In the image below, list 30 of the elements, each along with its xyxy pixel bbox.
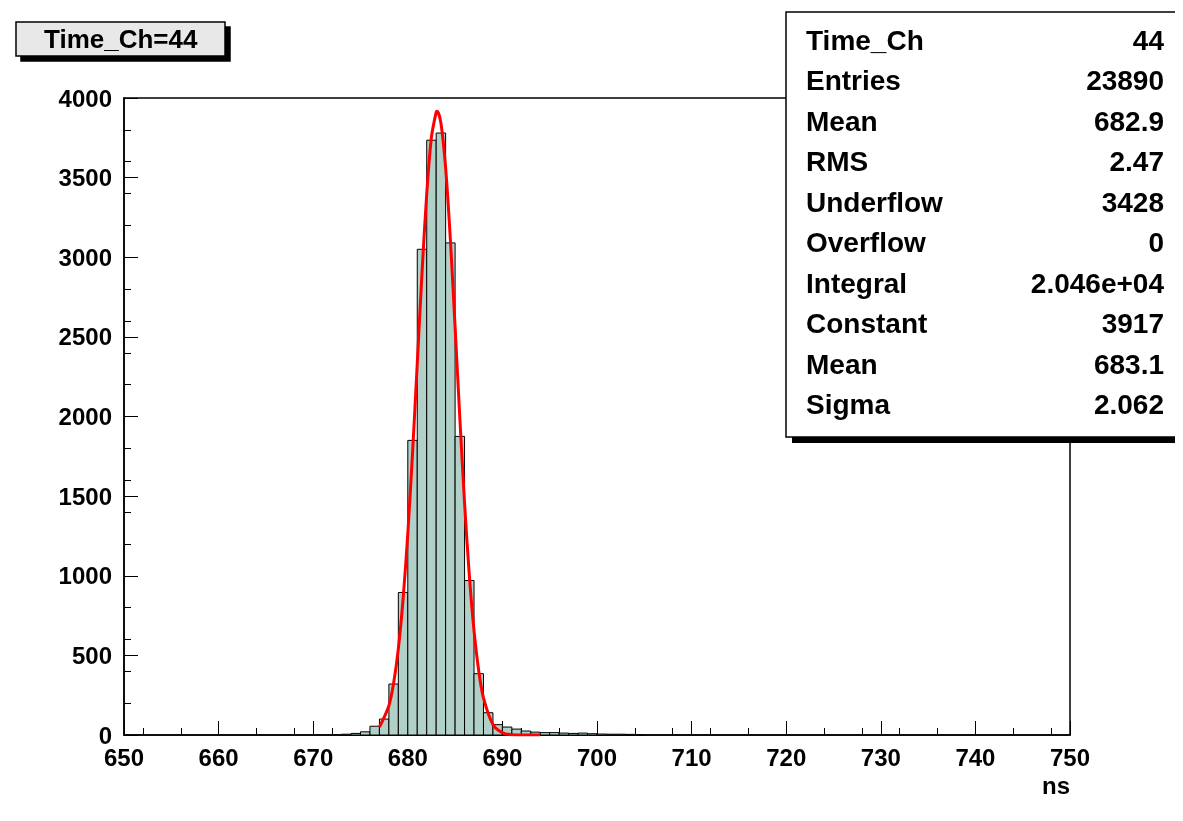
y-tick-label: 3000	[58, 243, 112, 271]
x-tick-label: 700	[576, 743, 618, 771]
x-tick-label: 720	[766, 743, 807, 771]
text: Sigma 2.062	[806, 389, 1164, 420]
y-tick-label: 4000	[58, 84, 112, 112]
text: Overflow 0	[806, 227, 1164, 258]
text: Mean 682.9	[806, 105, 1164, 137]
chart-title: Time_Ch=44	[44, 24, 198, 54]
y-tick-label: 500	[71, 641, 112, 669]
text: Time_Ch 44	[806, 24, 1164, 56]
text: Underflow 3428	[806, 186, 1164, 218]
y-tick-label: 2000	[58, 403, 112, 430]
y-tick-label: 3500	[58, 164, 112, 192]
text: Entries 23890	[806, 65, 1164, 96]
x-tick-label: 710	[671, 743, 712, 771]
x-tick-label: 730	[860, 743, 901, 771]
text: Mean 683.1	[806, 348, 1164, 380]
text: RMS 2.47	[806, 146, 1164, 177]
x-tick-label: 680	[387, 743, 428, 771]
y-tick-label: 2500	[58, 323, 112, 351]
x-tick-label: 750	[1049, 743, 1091, 771]
x-axis-title: ns	[1041, 771, 1070, 799]
text: Constant 3917	[806, 308, 1164, 339]
x-tick-label: 670	[293, 743, 334, 771]
x-tick-label: 660	[198, 743, 239, 771]
text: Integral 2.046e+04	[806, 267, 1164, 299]
y-tick-label: 1000	[58, 562, 112, 590]
x-tick-label: 690	[482, 743, 523, 771]
y-tick-label: 1500	[58, 482, 112, 510]
x-tick-label: 740	[955, 743, 996, 771]
